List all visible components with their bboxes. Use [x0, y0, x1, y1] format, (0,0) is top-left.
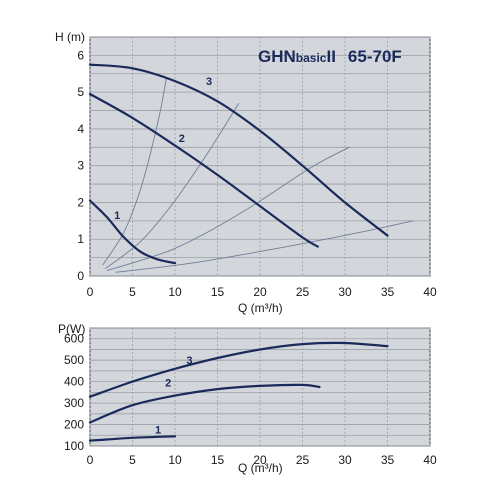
x-tick-label: 0	[87, 453, 94, 467]
y-tick-label: 6	[77, 48, 84, 62]
x-tick-label: 20	[253, 285, 267, 299]
y-tick-label: 100	[64, 439, 84, 453]
x-tick-label: 20	[253, 453, 267, 467]
x-tick-label: 30	[338, 453, 352, 467]
x-tick-label: 10	[168, 453, 182, 467]
head-curve-labels: 1 2 3	[114, 76, 212, 222]
series-line-1	[88, 435, 177, 442]
y-tick-label: 3	[77, 159, 84, 173]
head-chart: 0 5 10 15 20 25 30 35 40 0 1 2 3 4 5 6 1 2 3 GHNbasicII 6…	[55, 30, 437, 315]
y-tick-label: 2	[77, 195, 84, 209]
series-line-3	[88, 63, 389, 237]
power-grid	[89, 327, 431, 447]
y-tick-label: 0	[77, 269, 84, 283]
x-tick-label: 10	[168, 285, 182, 299]
head-grid	[89, 36, 431, 277]
y-tick-label: 500	[64, 353, 84, 367]
head-series	[88, 63, 389, 265]
y-tick-label: 200	[64, 418, 84, 432]
curve-number-label: 1	[155, 425, 161, 437]
x-tick-label: 25	[296, 285, 310, 299]
head-x-axis-label: Q (m³/h)	[238, 301, 283, 315]
x-tick-label: 30	[338, 285, 352, 299]
series-line-1	[88, 199, 177, 265]
curve-number-label: 2	[165, 377, 171, 389]
x-tick-label: 25	[296, 453, 310, 467]
chart-title: GHNbasicII 65-70F	[258, 47, 402, 66]
power-x-tick-labels: 0 5 10 15 20 25 30 35 40	[87, 453, 437, 467]
x-tick-label: 35	[381, 285, 395, 299]
y-tick-label: 4	[77, 122, 84, 136]
y-tick-label: 600	[64, 332, 84, 346]
head-x-tick-labels: 0 5 10 15 20 25 30 35 40	[87, 285, 437, 299]
x-tick-label: 0	[87, 285, 94, 299]
x-tick-label: 15	[211, 453, 225, 467]
system-curve	[102, 77, 167, 266]
y-tick-label: 300	[64, 396, 84, 410]
x-tick-label: 35	[381, 453, 395, 467]
x-tick-label: 15	[211, 285, 225, 299]
curve-number-label: 2	[179, 133, 185, 145]
x-tick-label: 5	[129, 453, 136, 467]
x-tick-label: 40	[423, 285, 437, 299]
power-series	[88, 341, 389, 442]
curve-number-label: 3	[206, 76, 212, 88]
series-line-2	[88, 92, 319, 248]
head-plot-area	[89, 36, 431, 277]
head-y-tick-labels: 0 1 2 3 4 5 6	[77, 48, 84, 283]
power-curve-labels: 1 2 3	[155, 355, 193, 437]
y-tick-label: 5	[77, 85, 84, 99]
series-line-3	[88, 341, 389, 398]
system-curve	[115, 220, 414, 273]
y-tick-label: 400	[64, 375, 84, 389]
curve-number-label: 3	[186, 355, 192, 367]
head-y-axis-label: H (m)	[55, 30, 85, 44]
power-x-axis-label: Q (m³/h)	[238, 461, 283, 475]
x-tick-label: 40	[423, 453, 437, 467]
power-y-tick-labels: 100 200 300 400 500 600	[64, 332, 84, 453]
y-tick-label: 1	[77, 232, 84, 246]
series-line-2	[88, 383, 321, 424]
power-y-axis-label: P(W)	[58, 322, 85, 336]
x-tick-label: 5	[129, 285, 136, 299]
curve-number-label: 1	[114, 210, 120, 222]
system-curve	[105, 102, 240, 269]
